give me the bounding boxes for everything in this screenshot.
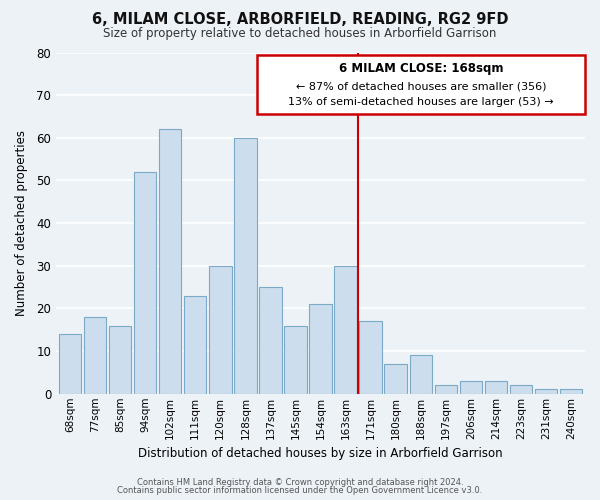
Bar bbox=[560, 390, 583, 394]
Bar bbox=[159, 130, 181, 394]
Bar bbox=[83, 317, 106, 394]
Bar bbox=[510, 385, 532, 394]
Bar bbox=[184, 296, 206, 394]
Bar bbox=[485, 381, 507, 394]
FancyBboxPatch shape bbox=[257, 54, 585, 114]
Text: 6, MILAM CLOSE, ARBORFIELD, READING, RG2 9FD: 6, MILAM CLOSE, ARBORFIELD, READING, RG2… bbox=[92, 12, 508, 28]
X-axis label: Distribution of detached houses by size in Arborfield Garrison: Distribution of detached houses by size … bbox=[138, 447, 503, 460]
Bar bbox=[234, 138, 257, 394]
Bar bbox=[460, 381, 482, 394]
Bar bbox=[59, 334, 81, 394]
Text: Size of property relative to detached houses in Arborfield Garrison: Size of property relative to detached ho… bbox=[103, 28, 497, 40]
Text: Contains public sector information licensed under the Open Government Licence v3: Contains public sector information licen… bbox=[118, 486, 482, 495]
Text: 13% of semi-detached houses are larger (53) →: 13% of semi-detached houses are larger (… bbox=[288, 98, 554, 108]
Bar bbox=[535, 390, 557, 394]
Y-axis label: Number of detached properties: Number of detached properties bbox=[15, 130, 28, 316]
Text: 6 MILAM CLOSE: 168sqm: 6 MILAM CLOSE: 168sqm bbox=[338, 62, 503, 76]
Bar bbox=[109, 326, 131, 394]
Bar bbox=[284, 326, 307, 394]
Bar bbox=[359, 321, 382, 394]
Bar bbox=[134, 172, 157, 394]
Bar bbox=[410, 356, 432, 394]
Text: Contains HM Land Registry data © Crown copyright and database right 2024.: Contains HM Land Registry data © Crown c… bbox=[137, 478, 463, 487]
Bar bbox=[209, 266, 232, 394]
Text: ← 87% of detached houses are smaller (356): ← 87% of detached houses are smaller (35… bbox=[296, 82, 546, 92]
Bar bbox=[385, 364, 407, 394]
Bar bbox=[334, 266, 357, 394]
Bar bbox=[309, 304, 332, 394]
Bar bbox=[434, 385, 457, 394]
Bar bbox=[259, 287, 281, 394]
